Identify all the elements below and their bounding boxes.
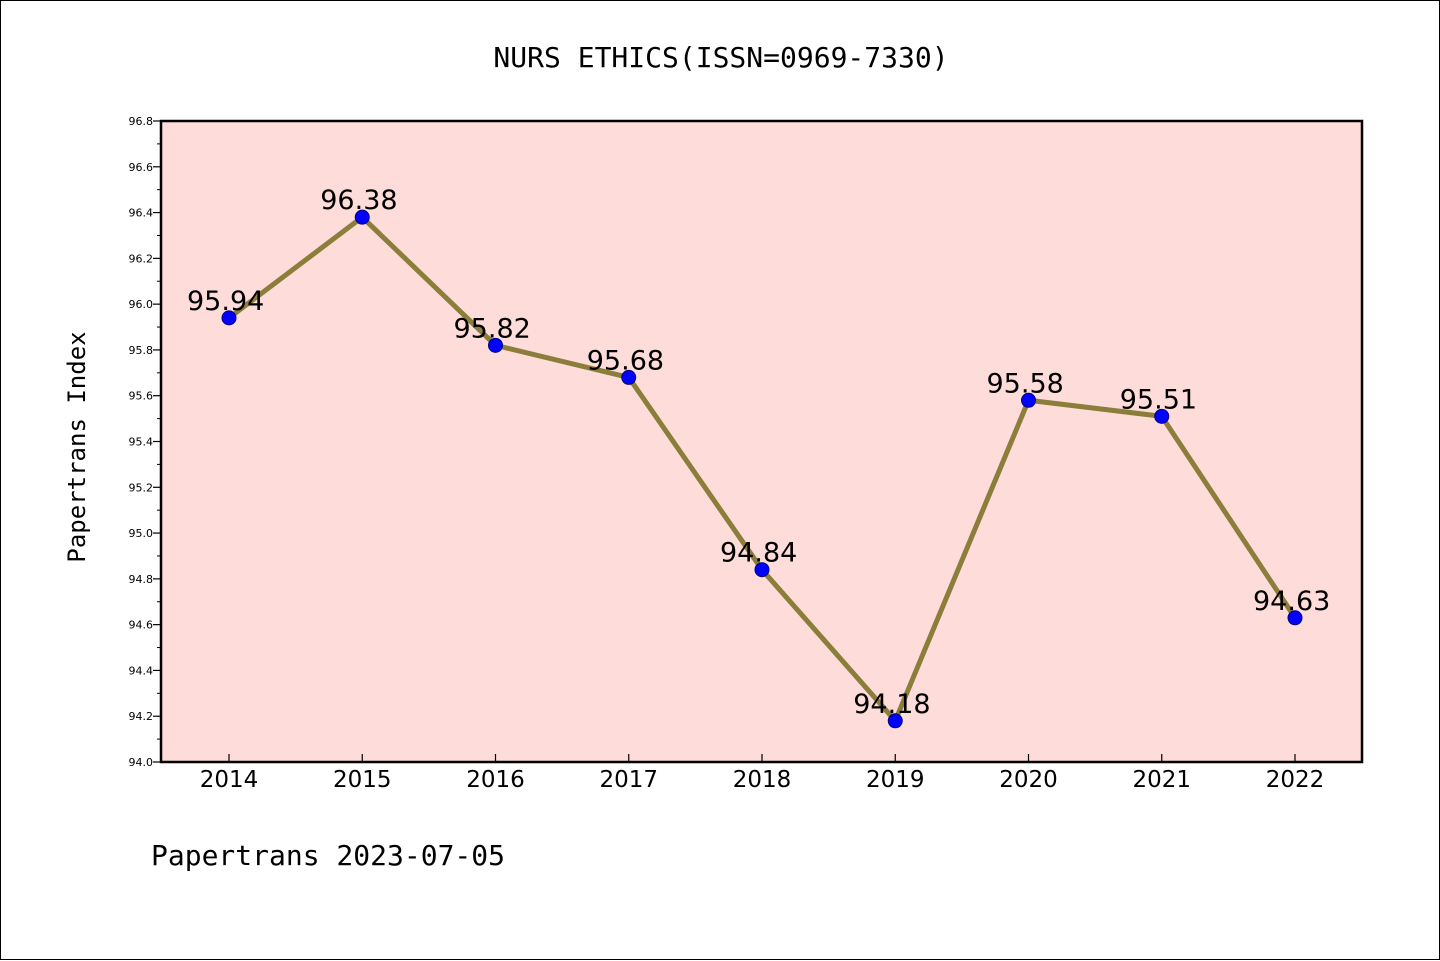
footer-credit: Papertrans 2023-07-05	[151, 839, 505, 872]
data-point	[221, 310, 237, 326]
x-tick-label: 2016	[466, 767, 525, 793]
data-label: 94.84	[720, 538, 797, 569]
y-tick-label: 94.6	[129, 619, 154, 632]
y-tick-label: 94.4	[129, 664, 154, 677]
x-tick-label: 2022	[1266, 767, 1325, 793]
data-label: 95.68	[587, 345, 664, 376]
y-tick-label: 95.2	[129, 481, 154, 494]
y-tick-label: 96.6	[129, 161, 154, 174]
x-tick-label: 2017	[599, 767, 658, 793]
data-point	[621, 369, 637, 385]
data-labels: 95.94 96.38 95.82 95.68 94.84 94.18 95.58 95.51…	[187, 185, 1330, 720]
y-tick-label: 96.0	[129, 298, 154, 311]
x-axis: 2014 2015 2016 2017 2018 2019 2020 2021 2022	[200, 754, 1325, 793]
data-point	[354, 209, 370, 225]
y-tick-label: 96.4	[129, 207, 154, 220]
y-axis: 94.0 94.2 94.4 94.6 94.8 95.0 95.2 95.4 95.6 95.8…	[129, 115, 161, 769]
x-tick-label: 2020	[999, 767, 1058, 793]
y-axis-label: Papertrans Index	[63, 331, 91, 562]
data-label: 95.58	[987, 368, 1064, 399]
chart-title: NURS ETHICS(ISSN=0969-7330)	[493, 41, 948, 74]
data-label: 94.18	[853, 689, 930, 720]
y-tick-label: 94.8	[129, 573, 154, 586]
y-tick-label: 94.2	[129, 710, 154, 723]
data-point	[1021, 392, 1036, 408]
data-point	[887, 713, 903, 729]
x-tick-label: 2015	[333, 767, 392, 793]
x-tick-label: 2014	[200, 767, 259, 793]
data-label: 95.94	[187, 286, 264, 317]
plot-area	[159, 119, 1364, 764]
data-point	[488, 337, 503, 353]
series-papertrans-index	[221, 209, 1303, 729]
y-tick-label: 96.8	[129, 115, 154, 128]
data-point	[754, 562, 770, 578]
data-label: 96.38	[320, 185, 397, 216]
x-tick-label: 2021	[1132, 767, 1191, 793]
data-point	[1154, 408, 1170, 424]
data-label: 95.82	[454, 313, 531, 344]
x-tick-label: 2018	[733, 767, 792, 793]
x-tick-label: 2019	[866, 767, 925, 793]
y-tick-label: 95.8	[129, 344, 154, 357]
data-label: 95.51	[1120, 384, 1197, 415]
y-tick-label: 95.6	[129, 390, 154, 403]
y-tick-label: 96.2	[129, 252, 154, 265]
y-tick-label: 95.0	[129, 527, 154, 540]
data-point	[1287, 610, 1303, 626]
y-tick-label: 95.4	[129, 436, 154, 449]
y-tick-label: 94.0	[129, 756, 154, 769]
data-label: 94.63	[1253, 586, 1330, 617]
